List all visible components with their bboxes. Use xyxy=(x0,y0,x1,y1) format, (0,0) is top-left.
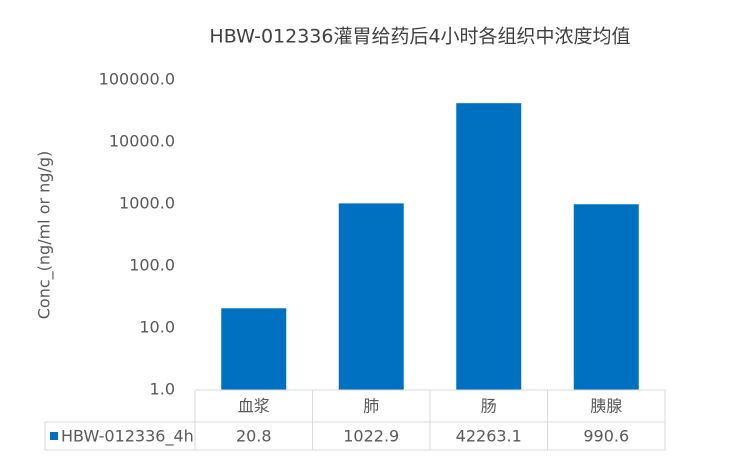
y-tick-label: 10.0 xyxy=(139,318,175,337)
y-tick-label: 100.0 xyxy=(129,256,175,275)
legend-swatch xyxy=(50,432,58,440)
bar xyxy=(456,103,522,390)
x-tick-label: 胰腺 xyxy=(590,397,622,416)
y-tick-label: 100000.0 xyxy=(99,70,175,89)
y-tick-label: 1000.0 xyxy=(119,194,175,213)
y-tick-label: 10000.0 xyxy=(109,132,175,151)
bar xyxy=(573,204,639,390)
table-value: 20.8 xyxy=(236,427,272,446)
x-tick-label: 肺 xyxy=(363,397,379,416)
table-value: 990.6 xyxy=(583,427,629,446)
table-value: 42263.1 xyxy=(456,427,522,446)
y-axis-label: Conc_(ng/ml or ng/g) xyxy=(35,151,55,319)
legend-label: HBW-012336_4h xyxy=(61,427,194,447)
bar xyxy=(221,308,287,390)
table-value: 1022.9 xyxy=(343,427,399,446)
bar xyxy=(338,203,404,390)
y-tick-label: 1.0 xyxy=(150,380,175,399)
chart-title: HBW-012336灌胃给药后4小时各组织中浓度均值 xyxy=(209,26,630,48)
x-tick-label: 血浆 xyxy=(238,397,270,416)
x-tick-label: 肠 xyxy=(481,397,497,416)
